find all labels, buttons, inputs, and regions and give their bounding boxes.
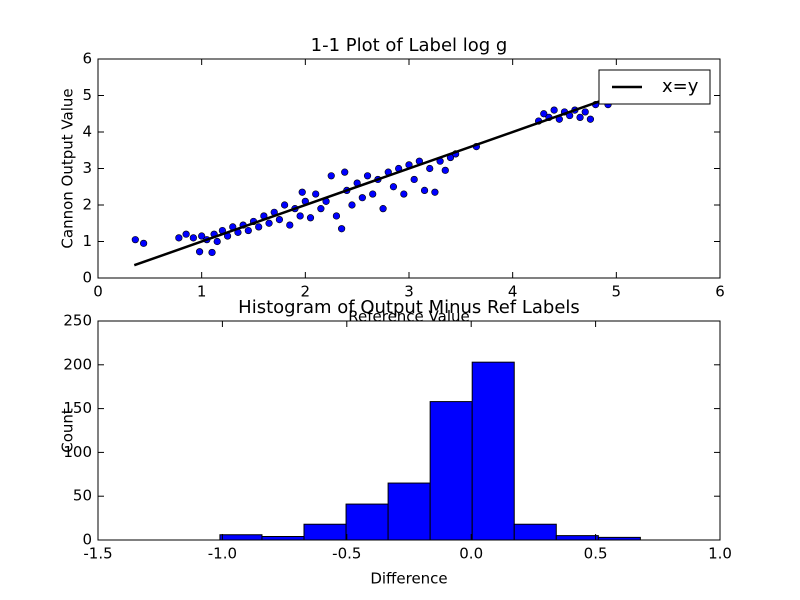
scatter-point bbox=[208, 248, 216, 257]
y-tick-label: 0 bbox=[82, 269, 92, 287]
x-tick-label: 3 bbox=[404, 283, 414, 301]
x-axis-label: Difference bbox=[370, 570, 447, 588]
scatter-point bbox=[296, 212, 304, 220]
y-tick-label: 200 bbox=[63, 355, 92, 373]
x-tick-label: 0.5 bbox=[584, 545, 608, 563]
histogram-bar bbox=[471, 361, 515, 541]
scatter-point bbox=[265, 219, 273, 227]
scatter-point bbox=[298, 188, 306, 196]
scatter-point bbox=[431, 188, 439, 196]
x-tick-label: 5 bbox=[612, 283, 622, 301]
scatter-point bbox=[131, 236, 139, 244]
scatter-point bbox=[175, 234, 183, 242]
scatter-point bbox=[400, 190, 408, 198]
scatter-point bbox=[213, 237, 221, 246]
y-tick-label: 4 bbox=[82, 123, 92, 141]
scatter-point bbox=[317, 205, 325, 213]
scatter-point bbox=[379, 205, 387, 213]
x-tick-label: 1 bbox=[197, 283, 207, 301]
x-tick-label: -1.0 bbox=[208, 545, 237, 563]
scatter-point bbox=[348, 201, 356, 209]
y-tick-label: 0 bbox=[82, 531, 92, 549]
scatter-point bbox=[338, 225, 346, 233]
y-tick-label: 150 bbox=[63, 399, 92, 417]
scatter-point bbox=[341, 168, 349, 176]
scatter-point bbox=[255, 223, 263, 231]
histogram-bar bbox=[219, 534, 263, 541]
x-tick-label: 0 bbox=[93, 283, 103, 301]
x-tick-label: 0.0 bbox=[459, 545, 483, 563]
scatter-point bbox=[281, 201, 289, 209]
y-axis-label: Cannon Output Value bbox=[59, 88, 77, 248]
x-tick-label: 6 bbox=[715, 283, 725, 301]
scatter-point bbox=[586, 115, 595, 123]
histogram-bar bbox=[555, 535, 599, 541]
scatter-point bbox=[332, 212, 341, 220]
scatter-point bbox=[550, 106, 558, 114]
scatter-point bbox=[410, 175, 418, 184]
scatter-point bbox=[441, 166, 449, 174]
chart-title: 1-1 Plot of Label log g bbox=[311, 35, 508, 56]
scatter-point bbox=[327, 172, 335, 180]
legend-label: x=y bbox=[662, 76, 699, 97]
scatter-point bbox=[189, 234, 197, 242]
scatter-point bbox=[312, 190, 320, 198]
y-tick-label: 100 bbox=[63, 443, 92, 461]
y-tick-label: 50 bbox=[73, 487, 92, 505]
x-tick-label: 1.0 bbox=[708, 545, 732, 563]
histogram-bar bbox=[261, 535, 305, 541]
reference-line bbox=[133, 99, 602, 267]
scatter-point bbox=[363, 172, 372, 180]
x-tick-label: -1.5 bbox=[83, 545, 112, 563]
scatter-point bbox=[426, 164, 434, 173]
y-tick-label: 250 bbox=[63, 312, 92, 330]
histogram-bar bbox=[387, 482, 431, 541]
scatter-point bbox=[540, 110, 548, 118]
y-tick-label: 6 bbox=[82, 50, 92, 68]
y-tick-label: 2 bbox=[82, 196, 92, 214]
histogram-bar bbox=[303, 523, 347, 541]
scatter-point bbox=[358, 194, 366, 202]
y-tick-label: 3 bbox=[82, 159, 92, 177]
plot-frame bbox=[97, 320, 721, 541]
scatter-point bbox=[244, 226, 252, 235]
scatter-point bbox=[275, 216, 284, 224]
y-axis-label: Count bbox=[59, 408, 77, 453]
scatter-point bbox=[581, 108, 589, 116]
scatter-point bbox=[198, 232, 206, 240]
histogram-bar bbox=[429, 401, 473, 541]
scatter-point bbox=[369, 190, 377, 198]
scatter-point bbox=[140, 239, 148, 247]
scatter-point bbox=[195, 248, 204, 256]
chart-title: Histogram of Output Minus Ref Labels bbox=[238, 297, 580, 318]
scatter-point bbox=[420, 186, 429, 194]
scatter-point bbox=[389, 183, 398, 191]
scatter-point bbox=[182, 230, 190, 238]
y-tick-label: 5 bbox=[82, 86, 92, 104]
scatter-point bbox=[576, 113, 584, 121]
scatter-point bbox=[306, 214, 315, 222]
x-tick-label: -0.5 bbox=[332, 545, 361, 563]
histogram-bar bbox=[345, 503, 389, 541]
scatter-point bbox=[286, 221, 294, 229]
x-tick-label: 2 bbox=[301, 283, 311, 301]
x-tick-label: 4 bbox=[508, 283, 518, 301]
histogram-bar bbox=[513, 523, 557, 541]
y-tick-label: 1 bbox=[82, 232, 92, 250]
